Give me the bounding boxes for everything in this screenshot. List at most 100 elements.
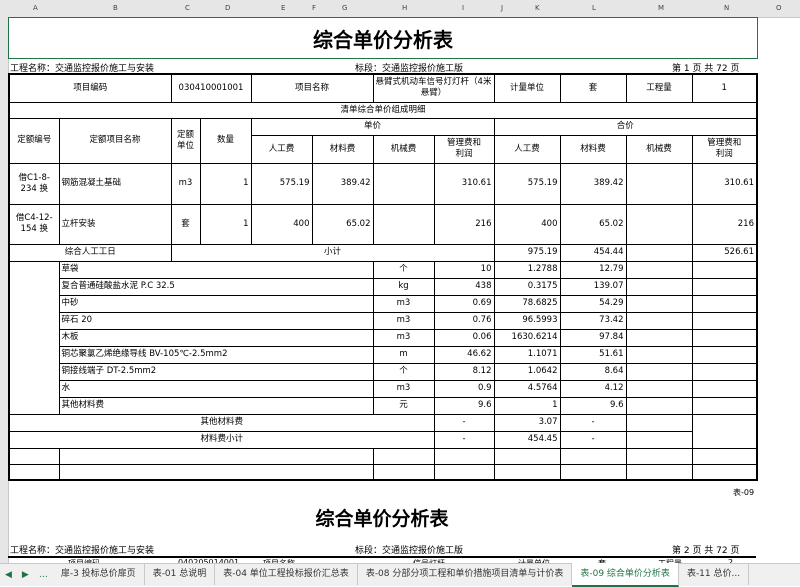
material-name[interactable]: 中砂	[58, 294, 374, 313]
empty-cell[interactable]	[691, 463, 758, 481]
quota-qty[interactable]: 1	[199, 162, 252, 205]
quota-mgmt[interactable]: 216	[433, 203, 495, 245]
material-unit[interactable]: kg	[372, 277, 435, 296]
material-qty[interactable]: 0.9	[433, 379, 495, 398]
material-unit[interactable]: m3	[372, 328, 435, 347]
item-code[interactable]: 030410001001	[170, 73, 252, 103]
material-qty[interactable]: 10	[433, 260, 495, 279]
empty-cell[interactable]	[8, 463, 60, 481]
sheet-tab[interactable]: 表-11 总价...	[679, 563, 750, 585]
empty-cell[interactable]	[625, 430, 693, 449]
empty-cell[interactable]	[58, 447, 374, 465]
column-header-D[interactable]: D	[225, 4, 231, 12]
empty-cell[interactable]	[691, 277, 758, 296]
material-group-cell[interactable]	[8, 260, 60, 415]
material-total[interactable]: 4.12	[559, 379, 627, 398]
other-material-price[interactable]: -	[433, 413, 495, 432]
material-unit[interactable]: m	[372, 345, 435, 364]
empty-cell[interactable]	[8, 447, 60, 465]
material-name[interactable]: 碎石 20	[58, 311, 374, 330]
quota-labor[interactable]: 575.19	[250, 162, 313, 205]
sheet-tab[interactable]: 表-09 综合单价分析表	[572, 563, 679, 587]
sheet-tab[interactable]: 表-01 总说明	[145, 563, 216, 585]
column-header-N[interactable]: N	[724, 4, 730, 12]
empty-cell[interactable]	[691, 396, 758, 415]
quota-unit[interactable]: m3	[170, 162, 201, 205]
material-qty[interactable]: 8.12	[433, 362, 495, 381]
quota-labor[interactable]: 400	[250, 203, 313, 245]
material-total[interactable]: 97.84	[559, 328, 627, 347]
quota-t-material[interactable]: 65.02	[559, 203, 627, 245]
quota-t-mgmt[interactable]: 216	[691, 203, 758, 245]
column-header-L[interactable]: L	[592, 4, 596, 12]
material-unit[interactable]: m3	[372, 294, 435, 313]
material-unit[interactable]: 元	[372, 396, 435, 415]
quota-no[interactable]: 借C1-8-234 换	[8, 162, 60, 205]
material-total[interactable]: 9.6	[559, 396, 627, 415]
empty-cell[interactable]	[625, 345, 693, 364]
material-price[interactable]: 1.2788	[493, 260, 561, 279]
material-qty[interactable]: 46.62	[433, 345, 495, 364]
material-subtotal-total[interactable]: 454.45	[493, 430, 561, 449]
subtotal-machine[interactable]	[625, 243, 693, 262]
other-material-total[interactable]: 3.07	[493, 413, 561, 432]
empty-cell[interactable]	[559, 447, 627, 465]
empty-cell[interactable]	[691, 345, 758, 364]
empty-cell[interactable]	[493, 463, 561, 481]
quota-name[interactable]: 立杆安装	[58, 203, 172, 245]
empty-cell[interactable]	[691, 328, 758, 347]
quota-mgmt[interactable]: 310.61	[433, 162, 495, 205]
column-header-G[interactable]: G	[342, 4, 348, 12]
material-name[interactable]: 铜接线端子 DT-2.5mm2	[58, 362, 374, 381]
material-name[interactable]: 复合普通硅酸盐水泥 P.C 32.5	[58, 277, 374, 296]
material-price[interactable]: 0.3175	[493, 277, 561, 296]
quota-no[interactable]: 借C4-12-154 换	[8, 203, 60, 245]
column-header-C[interactable]: C	[185, 4, 190, 12]
empty-cell[interactable]	[625, 277, 693, 296]
material-subtotal-est[interactable]: -	[559, 430, 627, 449]
material-total[interactable]: 8.64	[559, 362, 627, 381]
empty-cell[interactable]	[372, 463, 435, 481]
empty-cell[interactable]	[433, 463, 495, 481]
material-qty[interactable]: 0.06	[433, 328, 495, 347]
material-name[interactable]: 水	[58, 379, 374, 398]
sheet-title[interactable]: 综合单价分析表	[8, 17, 758, 59]
item-name[interactable]: 悬臂式机动车信号灯灯杆（4米悬臂）	[372, 73, 495, 103]
material-qty[interactable]: 438	[433, 277, 495, 296]
material-price[interactable]: 4.5764	[493, 379, 561, 398]
quota-machine[interactable]	[372, 203, 435, 245]
empty-cell[interactable]	[58, 463, 374, 481]
material-qty[interactable]: 9.6	[433, 396, 495, 415]
empty-cell[interactable]	[559, 463, 627, 481]
subtotal-material[interactable]: 454.44	[559, 243, 627, 262]
sheet-tab[interactable]: 扉-3 投标总价扉页	[53, 563, 145, 585]
column-header-E[interactable]: E	[281, 4, 286, 12]
material-price[interactable]: 1.1071	[493, 345, 561, 364]
column-header-M[interactable]: M	[658, 4, 665, 12]
empty-cell[interactable]	[433, 447, 495, 465]
quota-unit[interactable]: 套	[170, 203, 201, 245]
empty-cell[interactable]	[625, 311, 693, 330]
quota-qty[interactable]: 1	[199, 203, 252, 245]
unit-value[interactable]: 套	[559, 73, 627, 103]
material-total[interactable]: 51.61	[559, 345, 627, 364]
empty-cell[interactable]	[625, 413, 693, 432]
material-price[interactable]: 96.5993	[493, 311, 561, 330]
material-total[interactable]: 12.79	[559, 260, 627, 279]
material-subtotal-price[interactable]: -	[433, 430, 495, 449]
column-header-K[interactable]: K	[535, 4, 540, 12]
column-header-J[interactable]: J	[501, 4, 504, 12]
quota-t-material[interactable]: 389.42	[559, 162, 627, 205]
quota-name[interactable]: 钢筋混凝土基础	[58, 162, 172, 205]
material-qty[interactable]: 0.76	[433, 311, 495, 330]
empty-cell[interactable]	[625, 447, 693, 465]
material-unit[interactable]: 个	[372, 260, 435, 279]
sheet-tab[interactable]: 表-04 单位工程投标报价汇总表	[215, 563, 358, 585]
quota-t-machine[interactable]	[625, 162, 693, 205]
empty-cell[interactable]	[625, 463, 693, 481]
material-unit[interactable]: m3	[372, 379, 435, 398]
quota-t-machine[interactable]	[625, 203, 693, 245]
empty-cell[interactable]	[691, 294, 758, 313]
empty-cell[interactable]	[625, 260, 693, 279]
quota-material[interactable]: 65.02	[311, 203, 374, 245]
